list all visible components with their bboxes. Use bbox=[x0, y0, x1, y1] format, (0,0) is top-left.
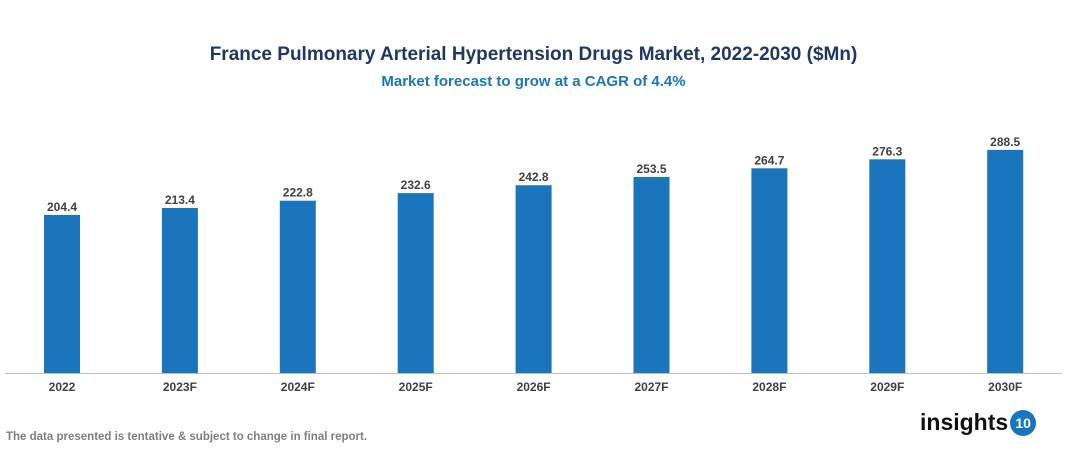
x-tick-label: 2028F bbox=[752, 380, 786, 394]
data-label: 288.5 bbox=[990, 135, 1020, 149]
x-tick-label: 2022 bbox=[49, 380, 76, 394]
bar bbox=[44, 214, 80, 373]
bar bbox=[987, 149, 1024, 373]
data-label: 213.4 bbox=[165, 193, 195, 207]
bar bbox=[869, 159, 906, 373]
logo-number: 10 bbox=[1010, 409, 1037, 436]
x-tick-label: 2024F bbox=[281, 380, 315, 394]
bar bbox=[397, 193, 434, 373]
x-tick-label: 2027F bbox=[634, 380, 668, 394]
x-tick-label: 2023F bbox=[163, 380, 197, 394]
data-label: 242.8 bbox=[519, 170, 549, 184]
data-label: 264.7 bbox=[754, 153, 784, 167]
data-label: 232.6 bbox=[401, 178, 431, 192]
x-tick-label: 2026F bbox=[517, 380, 551, 394]
bar bbox=[279, 200, 316, 373]
x-tick-label: 2025F bbox=[399, 380, 433, 394]
data-label: 222.8 bbox=[283, 186, 313, 200]
insights10-logo: insights 10 bbox=[920, 409, 1037, 436]
bar bbox=[161, 207, 198, 373]
logo-text: insights bbox=[920, 409, 1009, 435]
data-label: 276.3 bbox=[872, 144, 902, 158]
chart-title: France Pulmonary Arterial Hypertension D… bbox=[209, 44, 858, 65]
disclaimer-note: The data presented is tentative & subjec… bbox=[6, 431, 368, 443]
chart-subtitle: Market forecast to grow at a CAGR of 4.4… bbox=[381, 73, 686, 90]
bar bbox=[751, 168, 788, 373]
bar bbox=[633, 176, 670, 373]
data-label: 253.5 bbox=[636, 162, 666, 176]
data-label: 204.4 bbox=[47, 200, 77, 214]
x-tick-label: 2029F bbox=[870, 380, 904, 394]
bar bbox=[515, 185, 552, 373]
x-tick-label: 2030F bbox=[988, 380, 1022, 394]
